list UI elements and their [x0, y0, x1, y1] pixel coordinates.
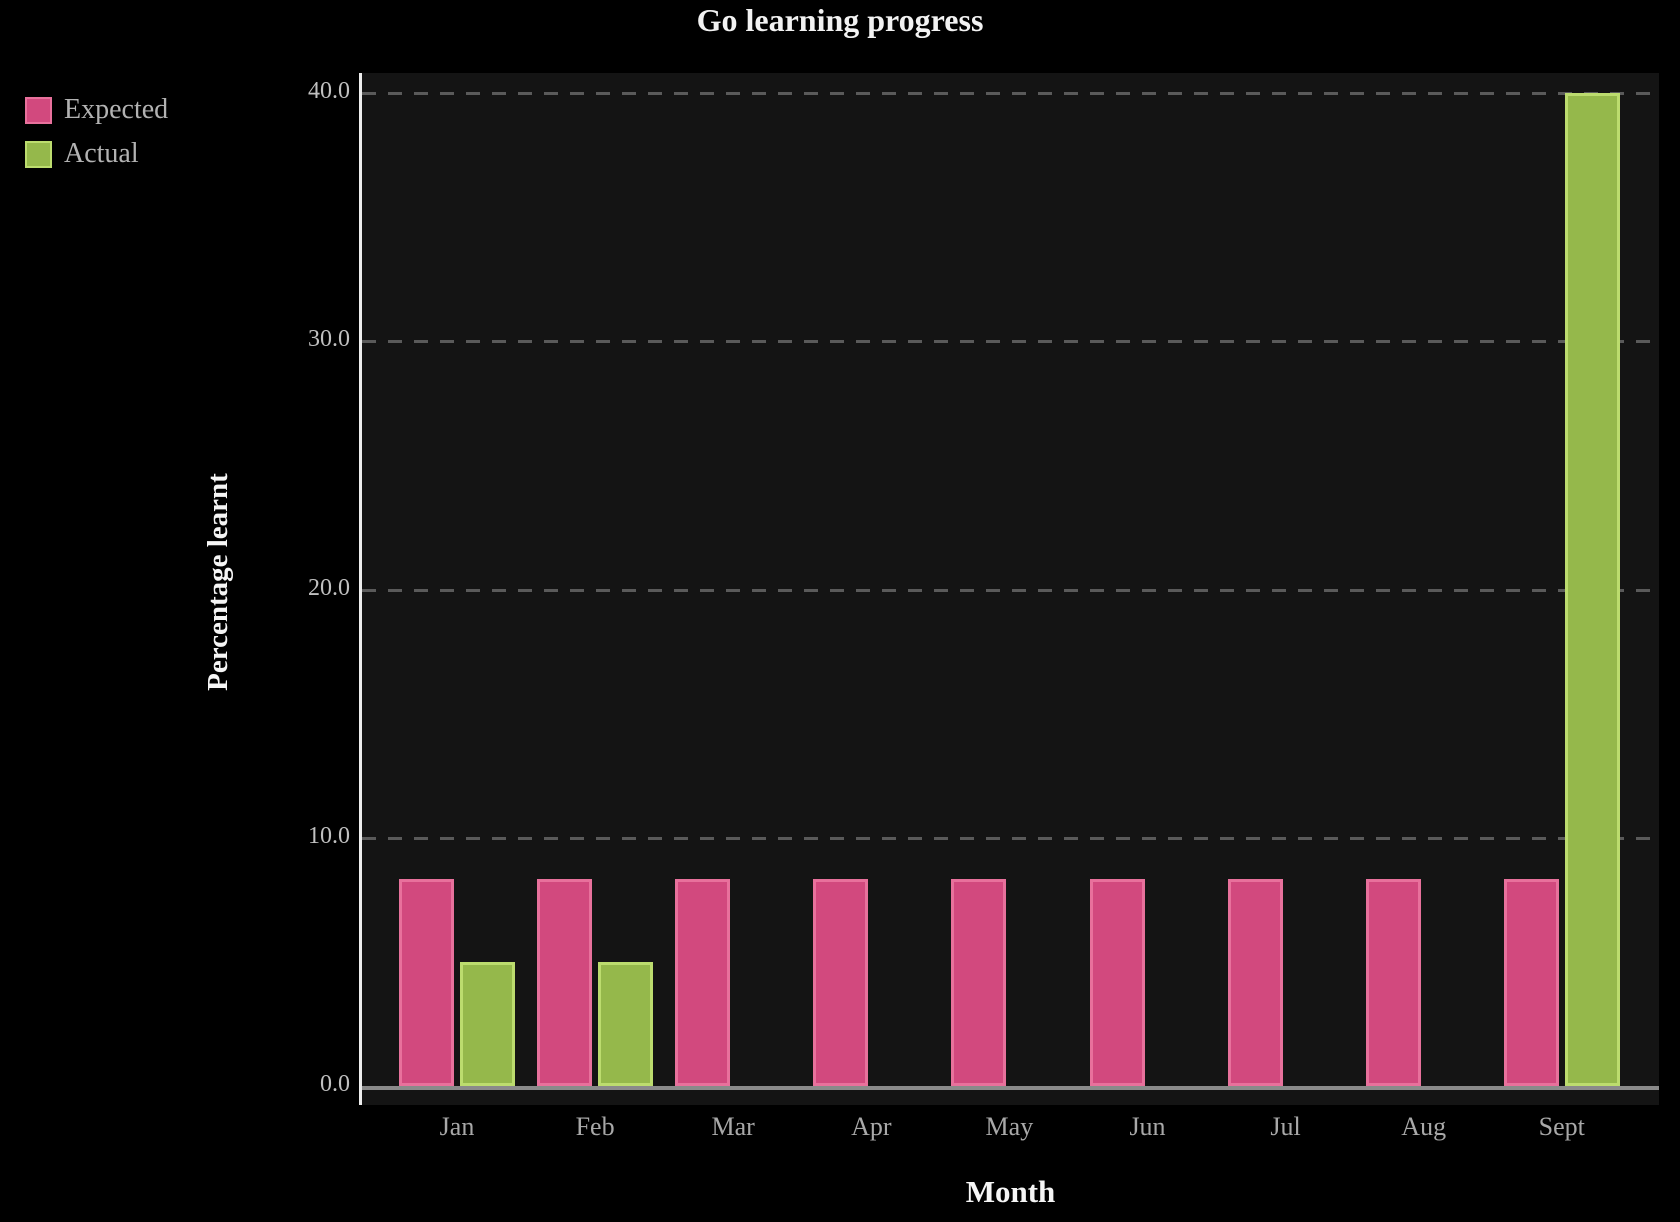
chart-title: Go learning progress	[696, 2, 984, 38]
x-tick-label-aug: Aug	[1401, 1112, 1447, 1141]
bar-actual-jan	[460, 961, 515, 1086]
legend-label: Actual	[64, 138, 139, 169]
gridline-30	[362, 340, 1659, 344]
y-tick-label: 10.0	[308, 822, 350, 849]
x-tick-label-mar: Mar	[711, 1112, 755, 1141]
x-tick-label-may: May	[985, 1112, 1034, 1141]
bar-expected-jul	[1227, 879, 1283, 1086]
x-tick-label-apr: Apr	[851, 1112, 892, 1141]
x-axis-title: Month	[965, 1174, 1056, 1209]
x-tick-label-jan: Jan	[439, 1112, 475, 1141]
bar-actual-feb	[598, 961, 654, 1086]
bar-expected-sept	[1503, 879, 1559, 1086]
legend-label: Expected	[64, 94, 169, 125]
bar-expected-may	[951, 879, 1007, 1086]
bar-expected-apr	[813, 879, 869, 1086]
x-tick-label-jul: Jul	[1270, 1112, 1301, 1141]
y-axis-title: Percentage learnt	[202, 473, 234, 691]
y-tick-label: 30.0	[308, 326, 350, 353]
x-tick-label-jun: Jun	[1129, 1112, 1166, 1141]
bar-actual-sept	[1564, 93, 1620, 1086]
bar-expected-jun	[1089, 879, 1145, 1086]
legend-item-expected: Expected	[25, 94, 168, 126]
actual-swatch-icon	[25, 140, 52, 168]
gridline-40	[362, 92, 1659, 95]
y-axis-line	[359, 73, 362, 1105]
expected-swatch-icon	[25, 96, 52, 124]
y-tick-label: 0.0	[320, 1071, 350, 1097]
gridline-10	[362, 836, 1659, 840]
x-tick-label-sept: Sept	[1538, 1112, 1585, 1141]
x-tick-label-feb: Feb	[575, 1112, 615, 1141]
legend-item-actual: Actual	[25, 138, 168, 170]
legend: Expected Actual	[25, 94, 168, 182]
y-tick-label: 20.0	[308, 574, 350, 601]
bar-expected-mar	[675, 879, 731, 1086]
bar-expected-aug	[1365, 879, 1421, 1086]
bar-expected-jan	[399, 879, 454, 1086]
y-tick-label: 40.0	[308, 78, 350, 104]
bar-expected-feb	[537, 879, 593, 1086]
gridline-20	[362, 588, 1659, 592]
x-axis-baseline	[362, 1086, 1659, 1090]
